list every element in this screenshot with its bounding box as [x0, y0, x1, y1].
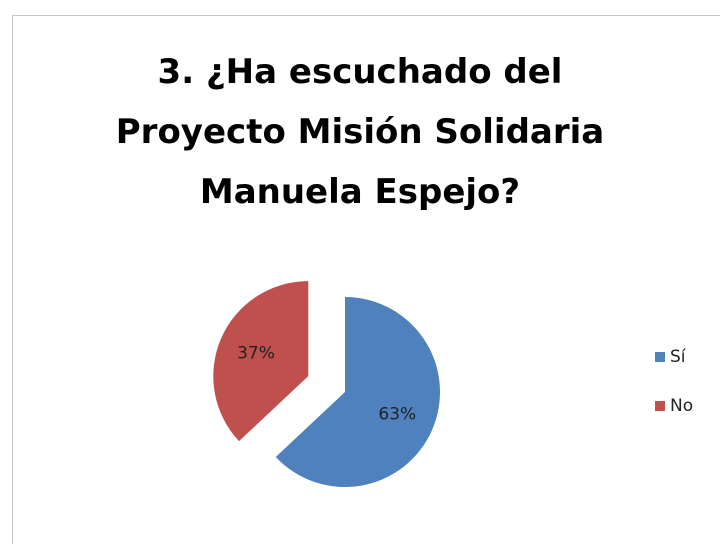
legend-swatch [655, 401, 665, 411]
legend-swatch [655, 352, 665, 362]
data-label: 37% [237, 343, 275, 363]
legend-label: No [670, 396, 693, 416]
pie-slice [275, 297, 441, 487]
chart-border [12, 15, 720, 544]
chart-title: 3. ¿Ha escuchado del Proyecto Misión Sol… [115, 52, 605, 212]
legend-label: Sí [670, 347, 687, 367]
pie-slice [213, 281, 309, 442]
data-label: 63% [378, 405, 416, 425]
